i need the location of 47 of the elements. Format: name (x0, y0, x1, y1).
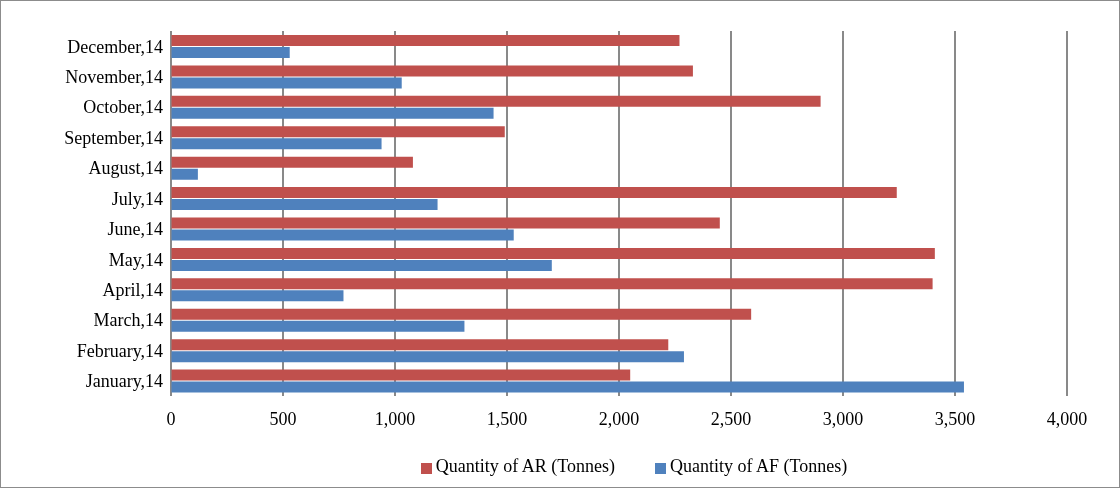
y-tick-label: April,14 (102, 279, 163, 300)
x-tick-label: 1,000 (374, 408, 416, 429)
bar (171, 339, 669, 351)
bar (171, 351, 684, 363)
y-tick-label: March,14 (93, 310, 163, 331)
legend-label: Quantity of AF (Tonnes) (669, 456, 848, 476)
bar (171, 138, 382, 150)
bar (171, 107, 494, 119)
bar (171, 77, 402, 89)
y-tick-label: November,14 (65, 67, 163, 88)
y-tick-label: September,14 (64, 127, 163, 148)
bar (171, 381, 964, 393)
y-tick-label: February,14 (76, 340, 163, 361)
bar (171, 187, 897, 199)
x-tick-label: 4,000 (1046, 408, 1088, 429)
y-tick-label: October,14 (83, 97, 163, 118)
x-tick-label: 2,000 (598, 408, 640, 429)
x-tick-label: 1,500 (486, 408, 528, 429)
x-tick-label: 500 (269, 408, 297, 429)
bar (171, 320, 465, 332)
bar (171, 308, 752, 320)
x-tick-label: 3,500 (934, 408, 976, 429)
bar (171, 35, 680, 46)
legend-label: Quantity of AR (Tonnes) (435, 456, 615, 476)
bar (171, 229, 514, 241)
bar (171, 95, 821, 107)
y-tick-label: December,14 (67, 36, 163, 57)
bar (171, 259, 552, 271)
x-tick-label: 2,500 (710, 408, 752, 429)
bar (171, 369, 631, 381)
bar (171, 247, 935, 259)
bar (171, 65, 693, 77)
bar (171, 290, 344, 302)
bar (171, 156, 413, 168)
bar (171, 126, 505, 138)
bar (171, 199, 438, 211)
x-tick-label: 0 (166, 408, 176, 429)
y-tick-label: August,14 (88, 158, 163, 179)
x-tick-label: 3,000 (822, 408, 864, 429)
y-tick-label: July,14 (111, 188, 163, 209)
bar (171, 168, 198, 180)
y-tick-label: May,14 (108, 249, 163, 270)
y-tick-label: June,14 (107, 219, 163, 240)
bar (171, 278, 933, 290)
y-tick-label: January,14 (85, 371, 163, 392)
bar (171, 217, 720, 229)
bar (171, 47, 290, 58)
